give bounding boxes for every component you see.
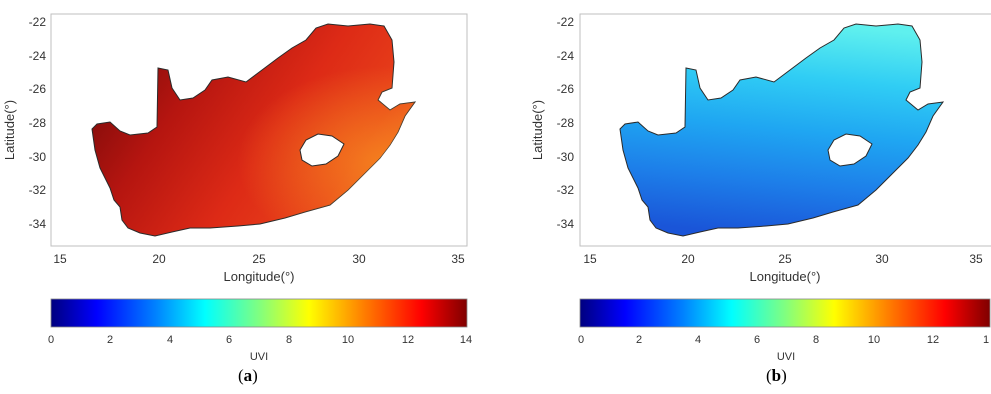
ytick: -26 xyxy=(29,82,47,96)
colorbar-tick: 12 xyxy=(927,334,939,346)
xtick: 25 xyxy=(778,252,792,266)
colorbar-tick: 1 xyxy=(983,334,989,346)
panel-b-colorbar: 0 2 4 6 8 10 12 1 UVI xyxy=(578,298,991,363)
panel-b-axes-box xyxy=(579,13,991,247)
colorbar-tick: 0 xyxy=(48,334,54,346)
panel-a-ylabel: Latitude(°) xyxy=(2,100,17,160)
ytick: -32 xyxy=(557,183,575,197)
colorbar-ticks: 0 2 4 6 8 10 12 14 xyxy=(48,334,472,346)
ytick: -24 xyxy=(29,49,47,63)
panel-b-xticks: 15 20 25 30 35 xyxy=(583,252,983,266)
ytick: -28 xyxy=(557,116,575,130)
ytick: -22 xyxy=(557,15,575,29)
ytick: -30 xyxy=(29,150,47,164)
colorbar-tick: 2 xyxy=(107,334,113,346)
colorbar-tick: 6 xyxy=(754,334,760,346)
xtick: 35 xyxy=(969,252,983,266)
colorbar-label: UVI xyxy=(777,351,795,363)
panel-a-country-fill xyxy=(91,23,417,237)
xtick: 30 xyxy=(875,252,889,266)
colorbar-label: UVI xyxy=(250,351,268,363)
colorbar-tick: 8 xyxy=(813,334,819,346)
colorbar-tick: 14 xyxy=(460,334,472,346)
ytick: -34 xyxy=(557,217,575,231)
panel-b-xlabel: Longitude(°) xyxy=(750,269,821,284)
xtick: 35 xyxy=(451,252,465,266)
ytick: -24 xyxy=(557,49,575,63)
colorbar-tick: 0 xyxy=(578,334,584,346)
panel-a-yticks: -22 -24 -26 -28 -30 -32 -34 xyxy=(29,15,47,231)
panel-b-yticks: -22 -24 -26 -28 -30 -32 -34 xyxy=(557,15,575,231)
xtick: 25 xyxy=(252,252,266,266)
colorbar-tick: 4 xyxy=(695,334,701,346)
colorbar-tick: 8 xyxy=(286,334,292,346)
colorbar-ticks: 0 2 4 6 8 10 12 1 xyxy=(578,334,989,346)
colorbar-tick: 10 xyxy=(342,334,354,346)
colorbar-tick: 2 xyxy=(636,334,642,346)
panel-a-map: 15 20 25 30 35 -22 -24 -26 -28 -30 -32 -… xyxy=(2,13,468,284)
colorbar-tick: 12 xyxy=(402,334,414,346)
xtick: 30 xyxy=(352,252,366,266)
panel-a-xlabel: Longitude(°) xyxy=(224,269,295,284)
colorbar-gradient xyxy=(579,298,991,328)
xtick: 20 xyxy=(152,252,166,266)
panel-b-ylabel: Latitude(°) xyxy=(530,100,545,160)
panel-b-country-fill xyxy=(619,23,945,237)
panel-a-xticks: 15 20 25 30 35 xyxy=(53,252,465,266)
colorbar-tick: 6 xyxy=(226,334,232,346)
colorbar-tick: 10 xyxy=(868,334,880,346)
xtick: 20 xyxy=(681,252,695,266)
colorbar-tick: 4 xyxy=(167,334,173,346)
panel-a-colorbar: 0 2 4 6 8 10 12 14 UVI xyxy=(48,298,472,363)
ytick: -28 xyxy=(29,116,47,130)
panel-b-label: (b) xyxy=(766,366,787,385)
xtick: 15 xyxy=(53,252,67,266)
panel-b-map: 15 20 25 30 35 -22 -24 -26 -28 -30 -32 -… xyxy=(530,13,991,284)
ytick: -32 xyxy=(29,183,47,197)
xtick: 15 xyxy=(583,252,597,266)
panel-a-label: (a) xyxy=(238,366,258,385)
colorbar-gradient xyxy=(50,298,468,328)
ytick: -22 xyxy=(29,15,47,29)
ytick: -34 xyxy=(29,217,47,231)
ytick: -30 xyxy=(557,150,575,164)
ytick: -26 xyxy=(557,82,575,96)
panel-a-axes-box xyxy=(50,13,468,247)
